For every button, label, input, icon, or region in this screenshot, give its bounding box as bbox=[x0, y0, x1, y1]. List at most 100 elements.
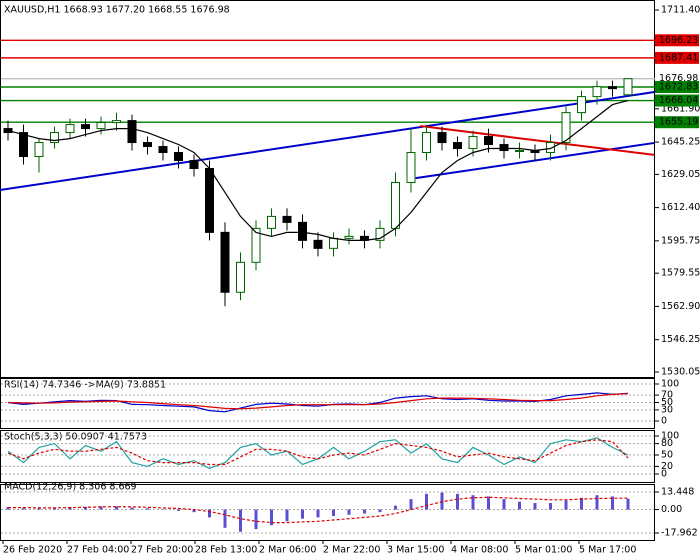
indicator-line bbox=[7, 439, 629, 466]
y-tick-label: 13.448 bbox=[661, 487, 694, 498]
x-tick-label: 4 Mar 08:00 bbox=[451, 545, 508, 556]
candle-body bbox=[437, 132, 447, 144]
panel-title: RSI(14) 74.7346 ->MA(9) 73.8851 bbox=[4, 380, 166, 391]
candle-body bbox=[406, 152, 416, 183]
histogram-bar bbox=[115, 506, 118, 510]
histogram-bar bbox=[146, 508, 149, 510]
candle-body bbox=[623, 78, 633, 96]
level-label-box bbox=[655, 51, 699, 64]
candle-body bbox=[127, 120, 137, 144]
y-tick-label: 100 bbox=[661, 379, 679, 390]
y-tick-label: 1661.90 bbox=[661, 103, 700, 114]
histogram-bar bbox=[254, 509, 258, 530]
x-tick-label: 28 Feb 13:00 bbox=[195, 545, 257, 556]
candle-body bbox=[499, 144, 509, 152]
candle-body bbox=[65, 124, 75, 134]
y-tick-label: 80 bbox=[661, 438, 673, 449]
histogram-bar bbox=[239, 509, 242, 532]
candle-body bbox=[375, 227, 385, 241]
histogram-bar bbox=[332, 509, 335, 517]
signal-line bbox=[8, 496, 628, 524]
histogram-bar bbox=[270, 509, 273, 526]
level-label: 1655.19 bbox=[659, 117, 698, 128]
rsi-panel bbox=[0, 378, 655, 429]
level-label: 1672.83 bbox=[659, 81, 698, 92]
y-tick-label: 0.00 bbox=[661, 504, 682, 515]
trend-line bbox=[415, 141, 655, 180]
level-label-box bbox=[655, 34, 699, 47]
candle-body bbox=[143, 142, 152, 148]
candle-body bbox=[468, 136, 478, 150]
y-tick-label: -17.962 bbox=[661, 527, 698, 538]
histogram-bar bbox=[130, 507, 134, 510]
y-tick-label: 1595.75 bbox=[661, 235, 700, 246]
candle-body bbox=[19, 132, 28, 158]
histogram-bar bbox=[285, 509, 289, 522]
y-tick-label: 1645.25 bbox=[661, 137, 700, 148]
histogram-bar bbox=[223, 509, 227, 528]
level-label-box bbox=[655, 80, 699, 93]
histogram-bar bbox=[301, 509, 304, 519]
histogram-bar bbox=[208, 509, 211, 518]
candle-body bbox=[577, 96, 586, 114]
indicator-line bbox=[7, 392, 629, 413]
y-tick-label: 0 bbox=[661, 469, 667, 480]
y-tick-label: 1612.40 bbox=[661, 202, 700, 213]
candle-body bbox=[313, 239, 323, 249]
histogram-bar bbox=[192, 509, 196, 513]
candle-body bbox=[592, 86, 602, 98]
histogram-bar bbox=[99, 506, 103, 510]
y-tick-label: 50 bbox=[661, 450, 673, 461]
histogram-bar bbox=[626, 498, 630, 510]
trend-line bbox=[0, 91, 655, 192]
y-tick-label: 20 bbox=[661, 461, 673, 472]
x-tick-label: 27 Feb 04:00 bbox=[67, 545, 129, 556]
candle-body bbox=[267, 215, 276, 229]
candle-body bbox=[251, 227, 261, 263]
histogram-bar bbox=[595, 495, 599, 510]
level-label: 1687.41 bbox=[659, 52, 698, 63]
level-label-box bbox=[655, 94, 699, 107]
y-tick-label: 0 bbox=[661, 416, 667, 427]
y-tick-label: 30 bbox=[661, 404, 673, 415]
candle-body bbox=[174, 152, 183, 162]
histogram-bar bbox=[502, 499, 506, 510]
candle-body bbox=[96, 122, 106, 130]
candle-body bbox=[546, 142, 555, 154]
panel-title: XAUUSD,H1 1668.93 1677.20 1668.55 1676.9… bbox=[4, 5, 230, 16]
histogram-bar bbox=[6, 506, 10, 510]
y-tick-label: 1546.25 bbox=[661, 334, 700, 345]
y-tick-label: 70 bbox=[661, 390, 673, 401]
trend-line bbox=[420, 124, 655, 156]
y-tick-label: 1629.05 bbox=[661, 169, 700, 180]
histogram-bar bbox=[378, 509, 382, 513]
histogram-bar bbox=[533, 503, 537, 510]
histogram-bar bbox=[409, 499, 413, 510]
moving-average bbox=[7, 100, 629, 241]
candle-body bbox=[453, 142, 462, 150]
histogram-bar bbox=[177, 509, 180, 511]
x-tick-label: 26 Feb 2020 bbox=[3, 545, 62, 556]
histogram-bar bbox=[580, 497, 583, 510]
candle-body bbox=[422, 132, 431, 154]
macd-panel bbox=[0, 484, 655, 541]
histogram-bar bbox=[22, 508, 25, 510]
x-tick-label: 27 Feb 20:00 bbox=[131, 545, 193, 556]
candle-body bbox=[34, 142, 44, 158]
candle-body bbox=[391, 181, 400, 229]
histogram-bar bbox=[549, 503, 552, 510]
histogram-bar bbox=[456, 493, 459, 510]
candle-body bbox=[158, 146, 168, 154]
candle-body bbox=[112, 120, 121, 124]
histogram-bar bbox=[363, 509, 366, 514]
x-tick-label: 2 Mar 22:00 bbox=[323, 545, 380, 556]
histogram-bar bbox=[394, 505, 397, 510]
candle-body bbox=[282, 215, 292, 223]
histogram-bar bbox=[471, 495, 475, 510]
histogram-bar bbox=[487, 496, 490, 510]
candle-body bbox=[189, 160, 199, 169]
candle-body bbox=[608, 86, 617, 90]
x-tick-label: 5 Mar 01:00 bbox=[515, 545, 572, 556]
candle-body bbox=[561, 112, 571, 144]
panel-title: MACD(12,26,9) 8.306 8.669 bbox=[4, 482, 137, 493]
